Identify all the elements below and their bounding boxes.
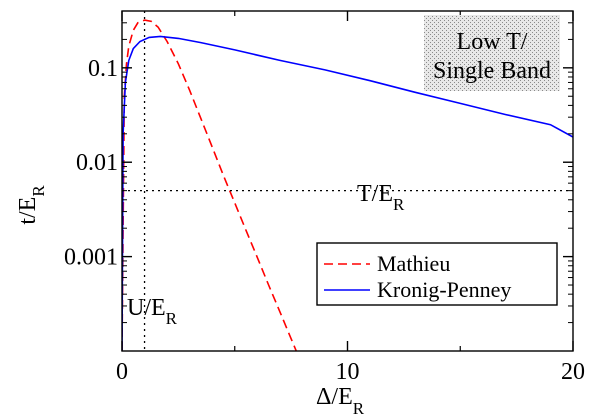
temperature-label-sub: R xyxy=(393,195,405,214)
regime-box-line2: Single Band xyxy=(433,58,551,84)
x-tick-label: 0 xyxy=(116,359,128,385)
y-axis-title-main: t/E xyxy=(15,197,41,225)
legend-label-kronig-penney: Kronig-Penney xyxy=(377,277,511,302)
series-line-mathieu xyxy=(122,19,298,351)
y-tick-label: 0.001 xyxy=(64,245,118,271)
series-layer xyxy=(122,19,573,351)
legend-label-mathieu: Mathieu xyxy=(377,251,450,276)
y-axis-title: t/ER xyxy=(15,185,48,225)
legend-box xyxy=(316,242,558,306)
y-tick-label: 0.01 xyxy=(76,150,118,176)
legend: Mathieu Kronig-Penney xyxy=(316,242,558,306)
regime-box: Low T/ Single Band xyxy=(424,15,560,91)
reference-lines xyxy=(122,11,573,351)
regime-box-background xyxy=(424,15,560,91)
temperature-label-main: T/E xyxy=(357,181,393,207)
interaction-label-main: U/E xyxy=(127,295,166,321)
axis-ticks: 0 10 20 0.001 0.01 0.1 xyxy=(64,11,585,385)
y-tick-label: 0.1 xyxy=(88,56,118,82)
regime-box-line1: Low T/ xyxy=(457,29,528,55)
x-axis-title: Δ/ER xyxy=(316,384,365,418)
series-line-kronig-penney xyxy=(122,35,573,351)
x-tick-label: 20 xyxy=(561,359,585,385)
y-axis-title-sub: R xyxy=(29,185,48,197)
interaction-label-sub: R xyxy=(166,309,178,328)
x-axis-title-main: Δ/E xyxy=(316,384,353,410)
x-tick-label: 10 xyxy=(336,359,360,385)
interaction-label: U/ER xyxy=(127,295,178,328)
temperature-label: T/ER xyxy=(357,181,405,214)
x-axis-title-sub: R xyxy=(353,399,365,418)
